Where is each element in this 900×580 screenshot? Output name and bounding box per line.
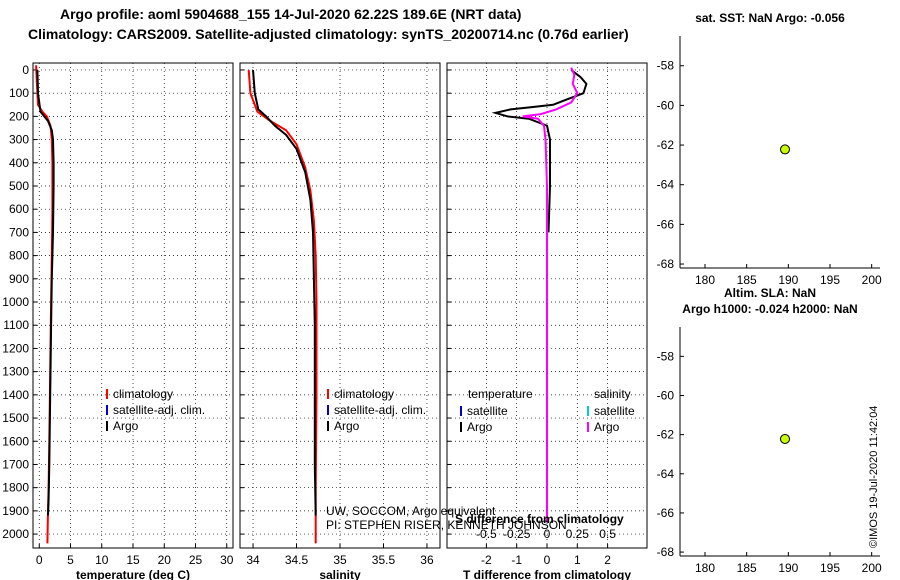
sst_map-y-tick-label: -60 xyxy=(657,98,675,112)
temperature-x-tick-label: 5 xyxy=(67,553,74,567)
depth-tick-label: 800 xyxy=(9,249,29,263)
depth-tick-label: 500 xyxy=(9,179,29,193)
difference-x-tick-label: -2 xyxy=(481,553,492,567)
depth-tick-label: 1100 xyxy=(3,318,29,332)
temperature-legend-label: climatology xyxy=(113,387,173,401)
credit-line-2: PI: STEPHEN RISER, KENNETH JOHNSON xyxy=(326,518,567,532)
difference-x-axis-label: T difference from climatology xyxy=(463,568,631,580)
salinity-legend-label: Argo xyxy=(334,419,360,433)
sla_map-y-tick-label: -66 xyxy=(657,506,675,520)
depth-tick-label: 900 xyxy=(9,272,29,286)
sla_map-y-tick-label: -68 xyxy=(657,545,675,559)
sst_map-x-tick-label: 195 xyxy=(820,273,840,287)
temperature-x-tick-label: 0 xyxy=(36,553,43,567)
sst_map-y-tick-label: -66 xyxy=(657,217,675,231)
salinity-legend-label: climatology xyxy=(334,387,394,401)
difference-legend-header-temperature: temperature xyxy=(468,387,533,401)
sla_map-x-tick-label: 180 xyxy=(695,561,715,575)
difference-s-tick-label: 0 xyxy=(544,527,551,541)
salinity-x-tick-label: 35.5 xyxy=(372,553,396,567)
temperature-x-tick-label: 25 xyxy=(189,553,203,567)
salinity-legend-label: satellite-adj. clim. xyxy=(334,403,426,417)
sst_map-x-tick-label: 180 xyxy=(695,273,715,287)
temperature-x-tick-label: 30 xyxy=(220,553,234,567)
depth-tick-label: 1800 xyxy=(2,481,29,495)
depth-tick-label: 300 xyxy=(9,133,29,147)
temperature-x-axis-label: temperature (deg C) xyxy=(76,568,190,580)
credit-line-1: UW, SOCCOM, Argo equivalent xyxy=(326,504,496,518)
depth-tick-label: 1400 xyxy=(2,388,29,402)
depth-tick-label: 2000 xyxy=(2,527,29,541)
difference-legend-s-label: satellite xyxy=(594,404,635,418)
depth-tick-label: 1700 xyxy=(2,457,29,471)
depth-tick-label: 400 xyxy=(9,156,29,170)
sla_map-y-tick-label: -64 xyxy=(657,467,675,481)
depth-tick-label: 1200 xyxy=(2,341,29,355)
sst_map-y-tick-label: -68 xyxy=(657,257,675,271)
temperature-x-tick-label: 20 xyxy=(158,553,172,567)
depth-tick-label: 200 xyxy=(9,109,29,123)
sst_map-y-tick-label: -64 xyxy=(657,178,675,192)
sla_map-x-tick-label: 185 xyxy=(737,561,757,575)
sla_map-y-tick-label: -60 xyxy=(657,389,675,403)
chart-title-line1: Argo profile: aoml 5904688_155 14-Jul-20… xyxy=(60,6,522,22)
sst_map-x-tick-label: 200 xyxy=(862,273,882,287)
sla_map-x-tick-label: 190 xyxy=(778,561,798,575)
sst_map-x-tick-label: 190 xyxy=(778,273,798,287)
difference-s-tick-label: -0.5 xyxy=(476,527,497,541)
difference-s-tick-label: 0.25 xyxy=(566,527,590,541)
salinity-x-tick-label: 34 xyxy=(246,553,260,567)
depth-tick-label: 100 xyxy=(9,86,29,100)
salinity-series-climatology xyxy=(247,69,318,544)
sla_map-x-tick-label: 200 xyxy=(862,561,882,575)
difference-x-tick-label: -1 xyxy=(511,553,522,567)
sla_map-y-tick-label: -58 xyxy=(657,349,675,363)
sla_map-title: Altim. SLA: NaN xyxy=(724,286,816,300)
difference-s-axis-label: S difference from climatology xyxy=(455,512,624,526)
difference-legend-header-salinity: salinity xyxy=(594,387,631,401)
salinity-x-tick-label: 34.5 xyxy=(285,553,309,567)
difference-x-tick-label: 2 xyxy=(604,553,611,567)
sla_map-x-tick-label: 195 xyxy=(820,561,840,575)
depth-tick-label: 1500 xyxy=(2,411,29,425)
depth-tick-label: 1000 xyxy=(2,295,29,309)
depth-tick-label: 0 xyxy=(22,63,29,77)
sla_map-y-tick-label: -62 xyxy=(657,428,675,442)
sst_map-title: sat. SST: NaN Argo: -0.056 xyxy=(695,11,845,25)
sla_map-argo-position-marker xyxy=(780,433,790,444)
salinity-series-argo xyxy=(252,69,317,516)
temperature-legend-label: Argo xyxy=(113,419,139,433)
sst_map-y-tick-label: -58 xyxy=(657,59,675,73)
sla_map-subtitle: Argo h1000: -0.024 h2000: NaN xyxy=(682,302,857,316)
depth-tick-label: 1600 xyxy=(2,434,29,448)
salinity-x-tick-label: 35 xyxy=(333,553,347,567)
difference-s-tick-label: -0.25 xyxy=(503,527,531,541)
depth-tick-label: 700 xyxy=(9,225,29,239)
difference-x-tick-label: 1 xyxy=(574,553,581,567)
chart-title-line2: Climatology: CARS2009. Satellite-adjuste… xyxy=(28,26,629,42)
difference-series-t-difference-argo- xyxy=(491,69,588,233)
salinity-x-axis-label: salinity xyxy=(319,568,361,580)
sst_map-x-tick-label: 185 xyxy=(737,273,757,287)
difference-x-tick-label: 0 xyxy=(544,553,551,567)
difference-series-s-difference-argo- xyxy=(522,67,579,523)
depth-tick-label: 1900 xyxy=(2,504,29,518)
temperature-legend-label: satellite-adj. clim. xyxy=(113,403,205,417)
depth-tick-label: 1300 xyxy=(2,365,29,379)
temperature-series-argo xyxy=(36,69,55,516)
sst_map-y-tick-label: -62 xyxy=(657,138,675,152)
temperature-x-tick-label: 10 xyxy=(95,553,109,567)
difference-legend-t-label: Argo xyxy=(467,420,493,434)
difference-s-tick-label: 0.5 xyxy=(599,527,616,541)
sst_map-argo-position-marker xyxy=(780,144,790,155)
temperature-x-tick-label: 15 xyxy=(126,553,140,567)
depth-tick-label: 600 xyxy=(9,202,29,216)
salinity-x-tick-label: 36 xyxy=(420,553,434,567)
difference-legend-s-label: Argo xyxy=(594,420,620,434)
difference-legend-t-label: satellite xyxy=(467,404,508,418)
